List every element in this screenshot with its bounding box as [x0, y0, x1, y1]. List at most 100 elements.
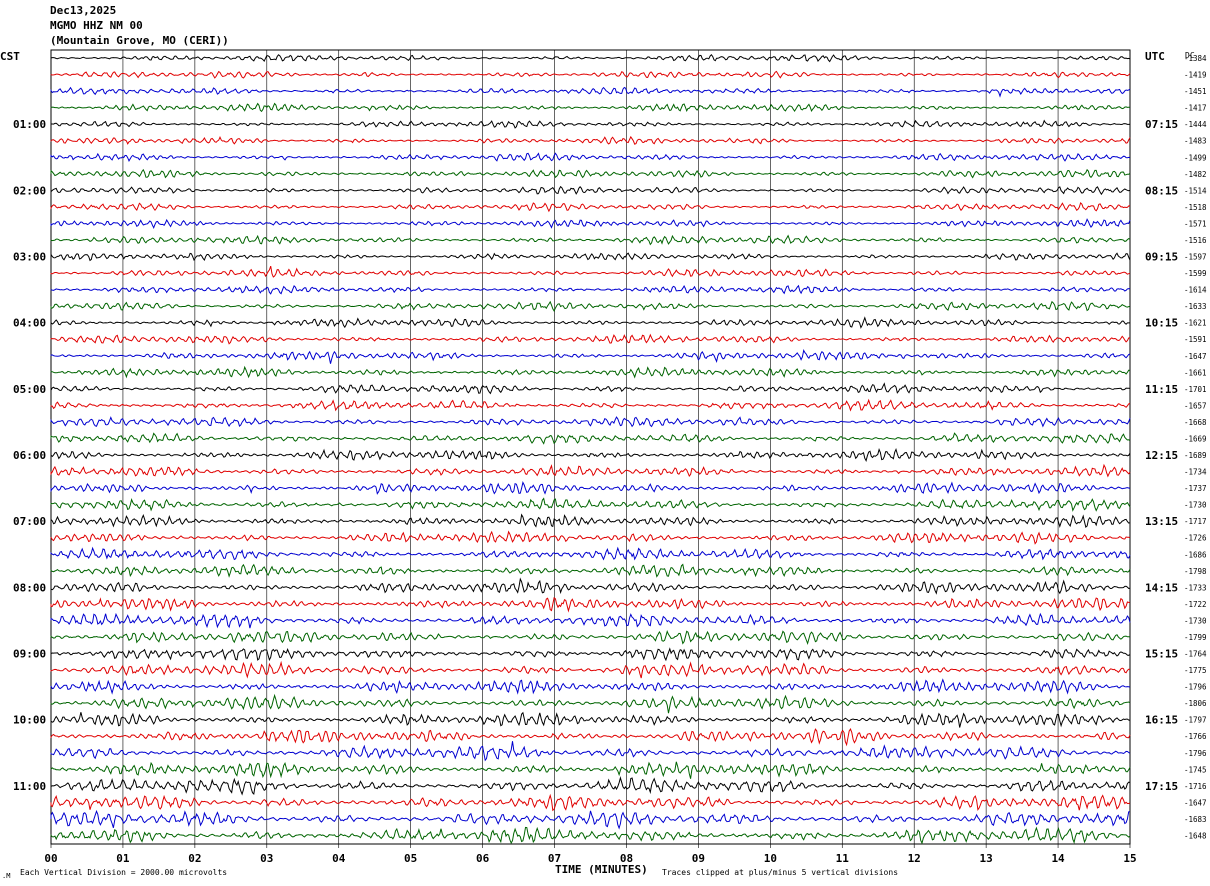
dc-offset-label: -1806 — [1184, 699, 1207, 708]
dc-offset-label: -1686 — [1184, 550, 1207, 559]
utc-hour-label: 17:15 — [1145, 780, 1178, 793]
cst-hour-label: 04:00 — [13, 317, 46, 330]
seismic-trace — [50, 660, 1130, 679]
cst-hour-label: 03:00 — [13, 251, 46, 264]
utc-hour-label: 11:15 — [1145, 383, 1178, 396]
cst-hour-label: 08:00 — [13, 581, 46, 594]
seismic-trace — [50, 70, 1131, 79]
utc-hour-label: 15:15 — [1145, 648, 1178, 661]
seismic-trace — [50, 432, 1131, 445]
dc-offset-label: -1733 — [1184, 583, 1207, 592]
seismic-trace — [50, 300, 1131, 312]
dc-offset-label: -1514 — [1184, 186, 1207, 195]
seismic-trace — [50, 348, 1131, 364]
trace-layer — [50, 54, 1131, 845]
seismic-trace — [50, 513, 1131, 529]
cst-hour-label: 05:00 — [13, 383, 46, 396]
dc-offset-label: -1444 — [1184, 120, 1207, 129]
dc-offset-label: -1621 — [1184, 319, 1207, 328]
seismic-trace — [50, 284, 1131, 295]
dc-offset-label: -1730 — [1184, 616, 1207, 625]
right-timezone-label: UTC — [1145, 50, 1165, 63]
x-tick-label: 09 — [692, 852, 705, 865]
x-tick-label: 00 — [44, 852, 57, 865]
x-tick-label: 14 — [1051, 852, 1065, 865]
seismic-trace — [50, 826, 1131, 845]
dc-offset-label: -1614 — [1184, 286, 1207, 295]
cst-hour-label: 07:00 — [13, 515, 46, 528]
dc-offset-label: -1745 — [1184, 765, 1207, 774]
dc-offset-label: -1591 — [1184, 335, 1207, 344]
dc-offset-label: -1451 — [1184, 87, 1207, 96]
seismic-trace — [50, 365, 1131, 379]
seismic-trace — [50, 463, 1131, 478]
x-tick-label: 13 — [980, 852, 993, 865]
corner-mark: .M — [2, 872, 10, 880]
seismic-trace — [50, 135, 1131, 145]
seismic-trace — [50, 728, 1131, 747]
grid-layer — [50, 49, 1131, 848]
seismic-trace — [50, 630, 1131, 645]
plot-frame — [50, 49, 1131, 845]
seismic-trace — [50, 597, 1131, 613]
seismic-trace — [50, 119, 1131, 129]
seismic-trace — [50, 693, 1131, 714]
dc-offset-label: -1499 — [1184, 153, 1207, 162]
dc-offset-label: -1689 — [1184, 451, 1207, 460]
seismic-trace — [50, 152, 1131, 163]
utc-hour-label: 09:15 — [1145, 251, 1178, 264]
x-tick-label: 06 — [476, 852, 490, 865]
dc-offset-label: -1597 — [1184, 253, 1207, 262]
dc-offset-label: -1764 — [1184, 650, 1207, 659]
seismic-trace — [50, 678, 1131, 695]
dc-offset-label: -1647 — [1184, 798, 1207, 807]
seismic-trace — [50, 86, 1131, 98]
seismic-trace — [50, 201, 1131, 213]
dc-offset-label: -1734 — [1184, 468, 1207, 477]
seismic-trace — [50, 481, 1131, 495]
x-tick-label: 08 — [620, 852, 633, 865]
cst-hour-label: 01:00 — [13, 118, 46, 131]
dc-offset-label: -1647 — [1184, 352, 1207, 361]
seismic-trace — [50, 741, 1131, 762]
seismic-trace — [50, 793, 1131, 812]
x-tick-label: 03 — [260, 852, 273, 865]
seismic-trace — [50, 54, 1131, 63]
label-layer: CST UTC DC TIME (MINUTES) Each Vertical … — [0, 50, 1207, 880]
dc-offset-label: -1669 — [1184, 434, 1207, 443]
x-tick-label: 15 — [1123, 852, 1136, 865]
seismic-trace — [50, 265, 1131, 278]
dc-offset-label: -1796 — [1184, 683, 1207, 692]
footer-right-note: Traces clipped at plus/minus 5 vertical … — [662, 868, 898, 877]
x-tick-label: 10 — [764, 852, 777, 865]
seismic-trace — [50, 647, 1131, 662]
dc-offset-label: -1726 — [1184, 534, 1207, 543]
dc-offset-label: -1717 — [1184, 517, 1207, 526]
left-timezone-label: CST — [0, 50, 20, 63]
dc-header-label: DC — [1185, 51, 1195, 60]
dc-offset-label: -1668 — [1184, 418, 1207, 427]
seismic-trace — [50, 218, 1131, 229]
seismic-trace — [50, 382, 1131, 395]
seismic-trace — [50, 416, 1131, 428]
seismic-trace — [50, 234, 1131, 246]
dc-offset-label: -1657 — [1184, 401, 1207, 410]
dc-offset-label: -1683 — [1184, 815, 1207, 824]
utc-hour-label: 14:15 — [1145, 581, 1178, 594]
dc-offset-label: -1417 — [1184, 104, 1207, 113]
dc-offset-label: -1722 — [1184, 600, 1207, 609]
cst-hour-label: 10:00 — [13, 714, 46, 727]
seismic-trace — [50, 102, 1130, 113]
dc-offset-label: -1661 — [1184, 368, 1207, 377]
x-tick-label: 01 — [116, 852, 130, 865]
x-tick-label: 12 — [908, 852, 921, 865]
x-axis-title: TIME (MINUTES) — [555, 863, 648, 876]
dc-offset-label: -1419 — [1184, 71, 1207, 80]
seismic-trace — [50, 316, 1130, 329]
seismic-trace — [50, 546, 1131, 561]
cst-hour-label: 06:00 — [13, 449, 46, 462]
cst-hour-label: 02:00 — [13, 184, 46, 197]
x-tick-label: 07 — [548, 852, 561, 865]
dc-offset-label: -1797 — [1184, 716, 1207, 725]
